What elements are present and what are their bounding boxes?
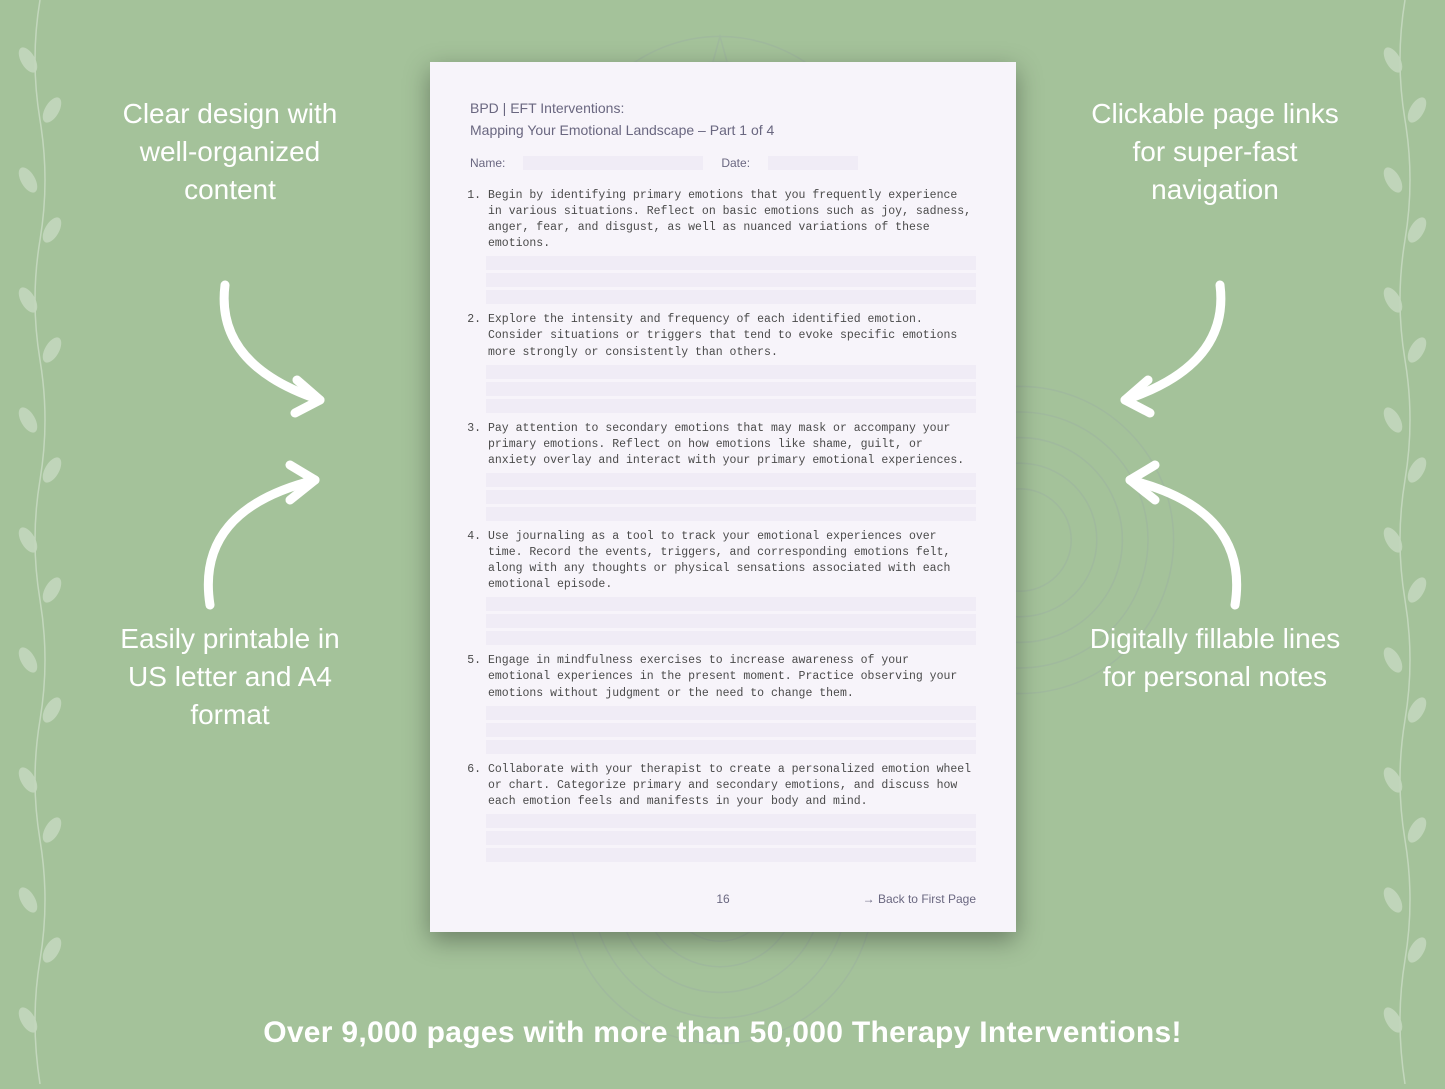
document-subheader: Mapping Your Emotional Landscape – Part … <box>470 122 976 138</box>
name-label: Name: <box>470 156 505 170</box>
fill-lines[interactable] <box>486 256 976 304</box>
document-meta-row: Name: Date: <box>470 156 976 170</box>
fill-lines[interactable] <box>486 365 976 413</box>
bottom-headline: Over 9,000 pages with more than 50,000 T… <box>0 1016 1445 1050</box>
date-label: Date: <box>721 156 750 170</box>
questions-list: Begin by identifying primary emotions th… <box>470 188 976 862</box>
back-to-first-link[interactable]: → Back to First Page <box>863 892 976 906</box>
name-input-fill[interactable] <box>523 156 703 170</box>
callout-bottom-right: Digitally fillable lines for personal no… <box>1085 620 1345 696</box>
page-number: 16 <box>716 892 729 906</box>
arrow-icon <box>205 275 355 425</box>
question-text: Use journaling as a tool to track your e… <box>488 529 976 593</box>
question-item: Collaborate with your therapist to creat… <box>488 762 976 862</box>
question-text: Pay attention to secondary emotions that… <box>488 421 976 469</box>
leaf-border-right <box>1365 0 1445 1084</box>
question-item: Engage in mindfulness exercises to incre… <box>488 653 976 753</box>
question-item: Pay attention to secondary emotions that… <box>488 421 976 521</box>
arrow-icon <box>190 455 350 615</box>
leaf-border-left <box>0 0 80 1084</box>
arrow-icon <box>1095 455 1255 615</box>
question-text: Explore the intensity and frequency of e… <box>488 312 976 360</box>
question-text: Engage in mindfulness exercises to incre… <box>488 653 976 701</box>
question-text: Collaborate with your therapist to creat… <box>488 762 976 810</box>
fill-lines[interactable] <box>486 473 976 521</box>
arrow-icon <box>1090 275 1240 425</box>
question-item: Begin by identifying primary emotions th… <box>488 188 976 304</box>
question-item: Explore the intensity and frequency of e… <box>488 312 976 412</box>
document-header: BPD | EFT Interventions: <box>470 100 976 116</box>
callout-bottom-left: Easily printable in US letter and A4 for… <box>100 620 360 733</box>
fill-lines[interactable] <box>486 814 976 862</box>
callout-top-right: Clickable page links for super-fast navi… <box>1085 95 1345 208</box>
question-text: Begin by identifying primary emotions th… <box>488 188 976 252</box>
question-item: Use journaling as a tool to track your e… <box>488 529 976 645</box>
callout-top-left: Clear design with well-organized content <box>100 95 360 208</box>
date-input-fill[interactable] <box>768 156 858 170</box>
document-page: BPD | EFT Interventions: Mapping Your Em… <box>430 62 1016 932</box>
fill-lines[interactable] <box>486 597 976 645</box>
fill-lines[interactable] <box>486 706 976 754</box>
page-footer: 16 → Back to First Page <box>470 892 976 906</box>
